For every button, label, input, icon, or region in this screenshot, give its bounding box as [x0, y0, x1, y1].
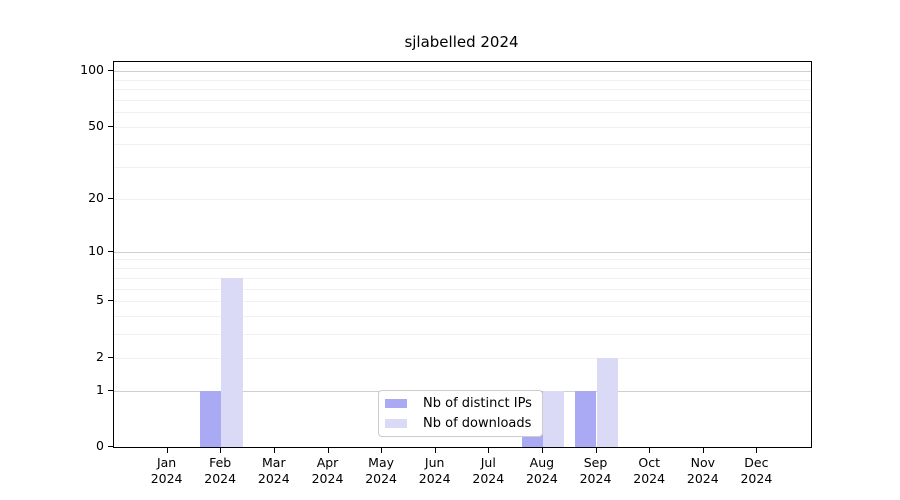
- minor-gridline: [114, 126, 811, 128]
- bar-downloads-feb: [221, 277, 243, 447]
- x-tick: [166, 448, 168, 453]
- month-label: Apr: [316, 455, 339, 470]
- legend-swatch: [385, 419, 407, 428]
- x-tick-label-jun: Jun 2024: [403, 455, 467, 487]
- month-label: Mar: [262, 455, 286, 470]
- year-label: 2024: [204, 471, 237, 486]
- year-label: 2024: [633, 471, 666, 486]
- x-tick: [702, 448, 704, 453]
- month-label: May: [368, 455, 395, 470]
- year-label: 2024: [311, 471, 344, 486]
- y-tick: [108, 356, 113, 358]
- minor-gridline: [114, 301, 811, 302]
- legend: Nb of distinct IPs Nb of downloads: [378, 390, 543, 437]
- chart-title: sjlabelled 2024: [404, 33, 519, 51]
- x-tick-label-oct: Oct 2024: [617, 455, 681, 487]
- month-label: Sep: [583, 455, 608, 470]
- major-gridline: [114, 251, 811, 253]
- x-tick: [541, 448, 543, 453]
- y-tick-label: 2: [96, 348, 104, 364]
- minor-gridline: [114, 277, 811, 279]
- year-label: 2024: [579, 471, 612, 486]
- minor-gridline: [114, 259, 811, 261]
- year-label: 2024: [150, 471, 183, 486]
- y-tick-label: 5: [96, 292, 104, 307]
- legend-entry: Nb of distinct IPs: [385, 394, 542, 414]
- x-tick-label-jul: Jul 2024: [456, 455, 520, 487]
- y-tick-label: 1: [96, 381, 104, 397]
- minor-gridline: [114, 79, 811, 81]
- x-tick: [595, 448, 597, 453]
- y-tick: [108, 300, 113, 301]
- y-tick: [108, 250, 113, 252]
- y-tick-label: 10: [88, 242, 104, 258]
- minor-gridline: [114, 144, 811, 146]
- x-tick: [273, 448, 275, 453]
- x-tick-label-nov: Nov 2024: [671, 455, 735, 487]
- x-tick-label-jan: Jan 2024: [135, 455, 199, 487]
- x-tick: [220, 448, 222, 453]
- month-label: Dec: [744, 455, 769, 470]
- y-tick-label: 100: [80, 62, 104, 77]
- x-tick: [488, 448, 490, 453]
- month-label: Jun: [424, 455, 445, 470]
- minor-gridline: [114, 334, 811, 336]
- x-tick: [381, 448, 383, 453]
- year-label: 2024: [525, 471, 558, 486]
- legend-label: Nb of distinct IPs: [423, 396, 532, 411]
- year-label: 2024: [740, 471, 773, 486]
- minor-gridline: [114, 89, 811, 90]
- x-tick: [756, 448, 758, 453]
- y-tick-label: 20: [88, 190, 104, 205]
- month-label: Aug: [529, 455, 555, 470]
- legend-entry: Nb of downloads: [385, 414, 542, 434]
- year-label: 2024: [418, 471, 451, 486]
- year-label: 2024: [472, 471, 505, 486]
- x-tick-label-apr: Apr 2024: [296, 455, 360, 487]
- y-tick: [108, 70, 113, 71]
- x-tick: [649, 448, 651, 453]
- x-tick-label-aug: Aug 2024: [510, 455, 574, 487]
- minor-gridline: [114, 268, 811, 269]
- minor-gridline: [114, 99, 811, 101]
- bar-ips-sep: [575, 390, 597, 447]
- minor-gridline: [114, 112, 811, 114]
- y-tick-label: 0: [96, 438, 104, 453]
- year-label: 2024: [257, 471, 290, 486]
- minor-gridline: [114, 288, 811, 290]
- x-tick-label-dec: Dec 2024: [724, 455, 788, 487]
- y-tick: [108, 389, 113, 391]
- bar-ips-feb: [199, 390, 222, 447]
- legend-swatch: [385, 399, 407, 408]
- minor-gridline: [114, 199, 811, 200]
- year-label: 2024: [365, 471, 397, 486]
- x-tick: [327, 448, 329, 453]
- bar-downloads-sep: [596, 357, 618, 447]
- x-tick-label-mar: Mar 2024: [242, 455, 306, 487]
- y-tick-label: 50: [88, 117, 104, 133]
- minor-gridline: [114, 315, 811, 317]
- legend-label: Nb of downloads: [423, 416, 532, 431]
- x-tick-label-may: May 2024: [349, 455, 413, 487]
- x-tick-label-sep: Sep 2024: [564, 455, 628, 487]
- y-tick: [108, 198, 113, 199]
- y-tick: [108, 125, 113, 127]
- y-tick: [108, 446, 113, 447]
- month-label: Jul: [480, 455, 496, 470]
- bar-downloads-aug: [542, 390, 565, 447]
- minor-gridline: [114, 167, 811, 169]
- major-gridline: [114, 71, 811, 72]
- month-label: Feb: [209, 455, 232, 470]
- month-label: Oct: [638, 455, 660, 470]
- minor-gridline: [114, 357, 811, 359]
- x-tick-label-feb: Feb 2024: [188, 455, 252, 487]
- x-tick: [434, 448, 436, 453]
- year-label: 2024: [686, 471, 719, 486]
- month-label: Jan: [156, 455, 177, 470]
- month-label: Nov: [690, 455, 715, 470]
